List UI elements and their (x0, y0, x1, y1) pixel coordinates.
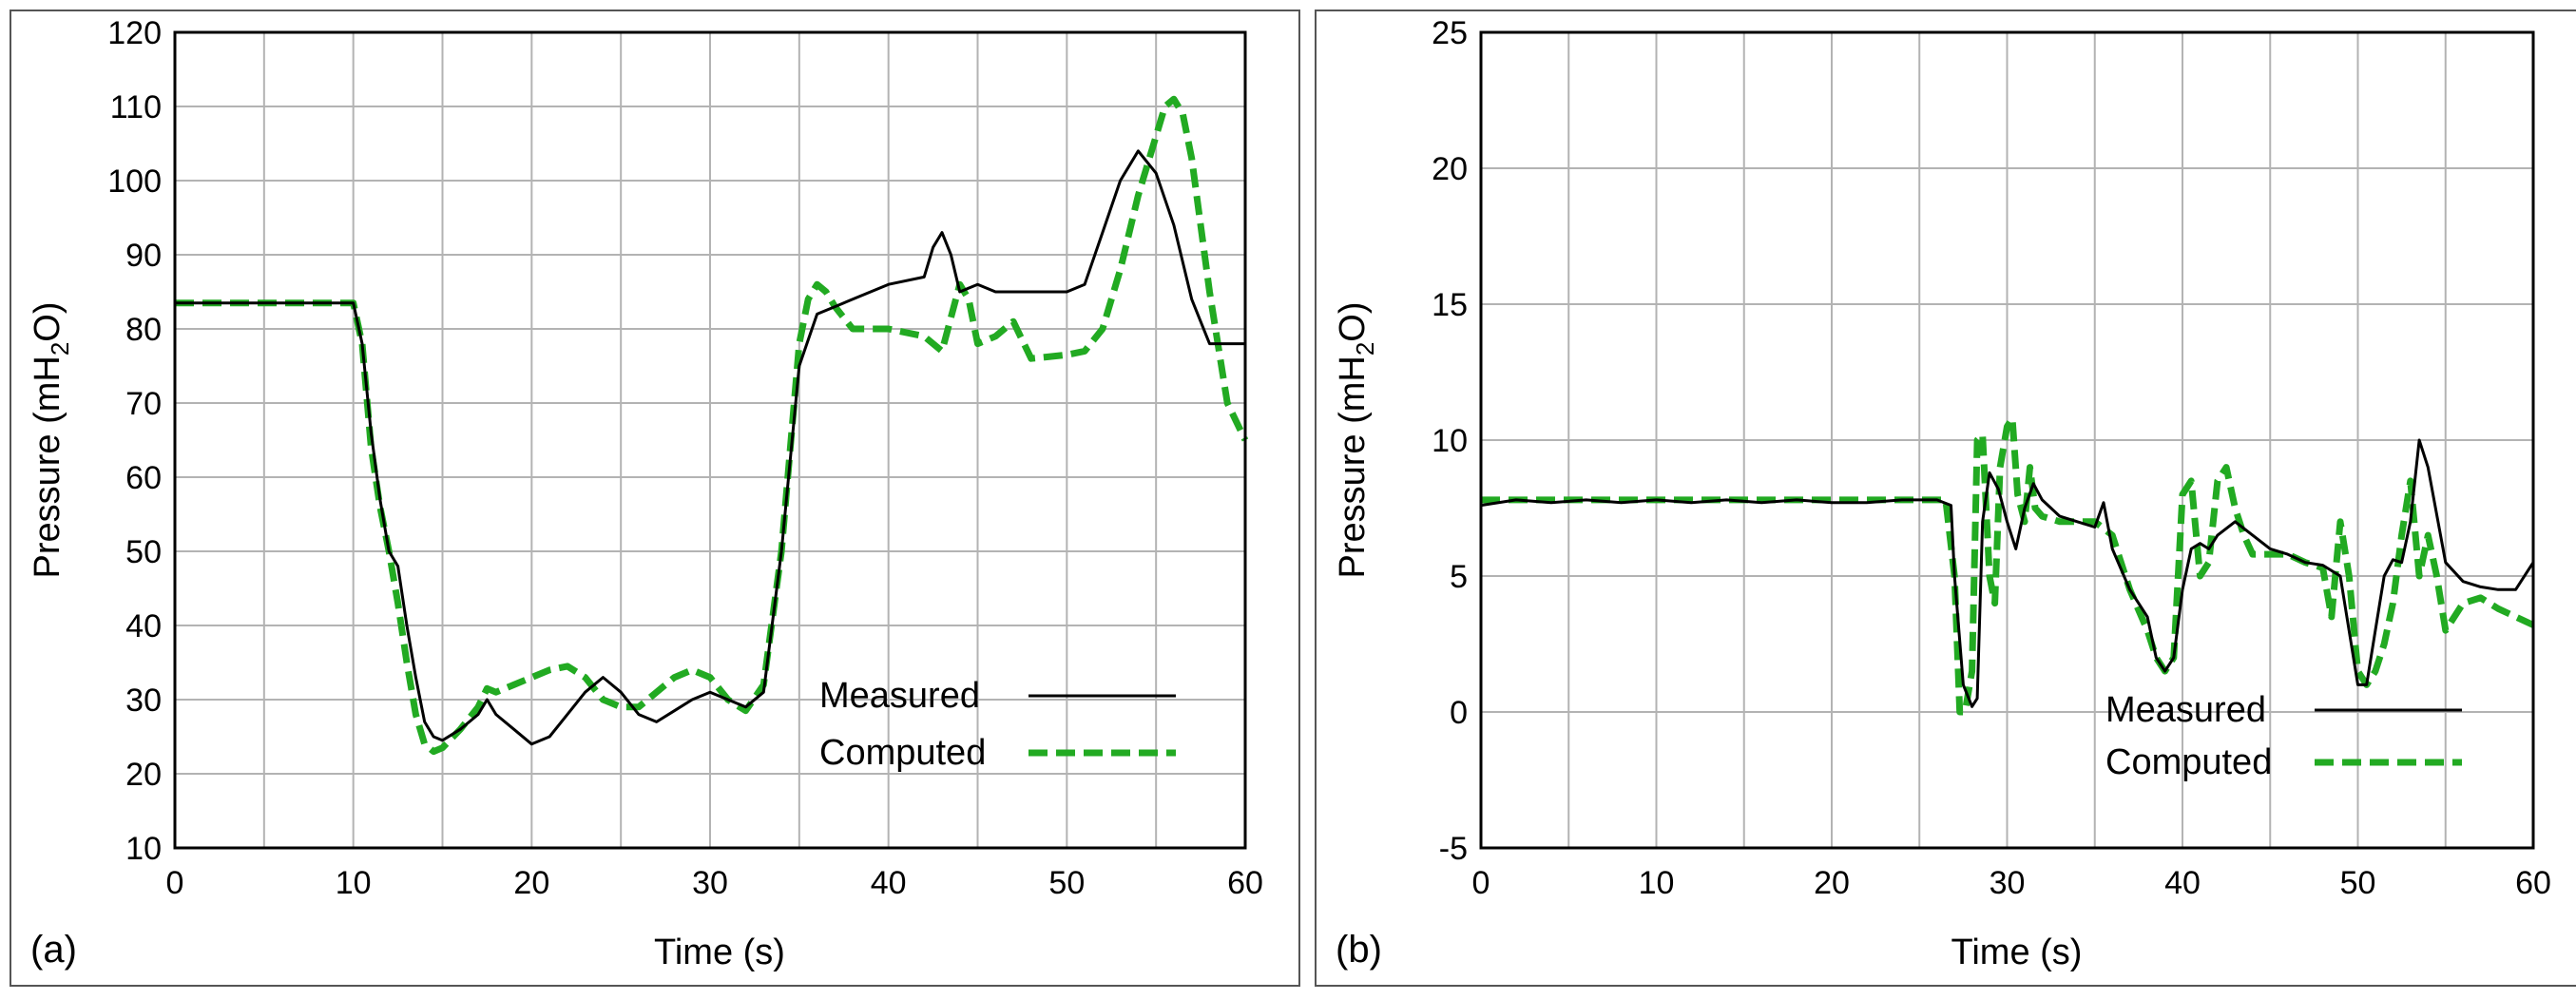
legend-label-measured: Measured (819, 676, 980, 716)
y-tick-label: 80 (125, 312, 162, 348)
y-tick-label: 0 (1450, 695, 1468, 731)
y-tick-label: 5 (1450, 559, 1468, 595)
x-tick-label: 60 (1227, 865, 1263, 901)
x-tick-label: 0 (166, 865, 184, 901)
y-axis-label-suffix: O) (1333, 301, 1373, 341)
computed-line (175, 95, 1249, 756)
x-tick-label: 30 (692, 865, 728, 901)
plot-frame (1479, 30, 2535, 850)
x-tick-label: 50 (2340, 865, 2376, 901)
panel-a: 0 10 20 30 40 50 60 10 20 30 40 50 60 70 80 90 100 110 120… (10, 10, 1300, 987)
y-tick-label: 30 (125, 683, 162, 719)
computed-line (1481, 414, 2535, 716)
x-axis-label: Time (s) (1951, 933, 2083, 972)
x-tick-label: 30 (1990, 865, 2026, 901)
panel-b: 0 10 20 30 40 50 60 -5 0 5 10 15 20 25 Measured Compute… (1315, 10, 2576, 987)
y-tick-label: 100 (107, 163, 162, 200)
y-axis-label: Pressure (mH2O) (1333, 301, 1379, 578)
y-tick-label: 90 (125, 238, 162, 274)
measured-line (1480, 438, 2535, 708)
y-tick-label: 20 (125, 757, 162, 793)
y-axis-label-subscript: 2 (46, 342, 74, 356)
panel-label: (b) (1336, 929, 1382, 971)
y-tick-label: 20 (1432, 151, 1468, 187)
y-tick-label: 25 (1432, 15, 1468, 51)
y-tick-label: -5 (1439, 831, 1468, 867)
panel-label: (a) (30, 929, 77, 971)
legend-label-computed: Computed (2105, 742, 2272, 782)
legend-label-measured: Measured (2105, 690, 2266, 730)
chart-a-svg: 0 10 20 30 40 50 60102030405060708090100110120… (28, 15, 1263, 972)
y-axis-label-prefix: Pressure (mH (1333, 356, 1373, 578)
y-tick-label: 120 (107, 15, 162, 51)
x-tick-label: 20 (513, 865, 549, 901)
y-axis-label-suffix: O) (28, 301, 67, 341)
x-axis-label: Time (s) (654, 933, 785, 972)
y-axis-label-subscript: 2 (1351, 342, 1379, 356)
y-tick-label: 50 (125, 534, 162, 570)
y-tick-label: 10 (1432, 423, 1468, 459)
x-tick-label: 0 (1472, 865, 1490, 901)
y-tick-label: 110 (110, 89, 162, 125)
y-axis-label-prefix: Pressure (mH (28, 356, 67, 578)
x-tick-label: 40 (2164, 865, 2201, 901)
y-axis-label: Pressure (mH2O) (28, 301, 74, 578)
y-tick-label: 15 (1432, 287, 1468, 323)
y-tick-label: 60 (125, 460, 162, 496)
x-tick-label: 60 (2515, 865, 2551, 901)
y-tick-label: 40 (125, 608, 162, 644)
y-tick-label: 10 (125, 831, 162, 867)
legend-label-computed: Computed (819, 733, 986, 773)
measured-line (175, 149, 1245, 746)
x-tick-label: 50 (1048, 865, 1085, 901)
chart-b-svg: 0 10 20 30 40 50 60-50510152025MeasuredCompute… (1333, 15, 2551, 972)
x-tick-label: 40 (871, 865, 907, 901)
plot-frame (173, 30, 1247, 850)
x-tick-label: 10 (336, 865, 372, 901)
y-tick-label: 70 (125, 386, 162, 422)
x-tick-label: 20 (1814, 865, 1850, 901)
x-tick-label: 10 (1639, 865, 1675, 901)
